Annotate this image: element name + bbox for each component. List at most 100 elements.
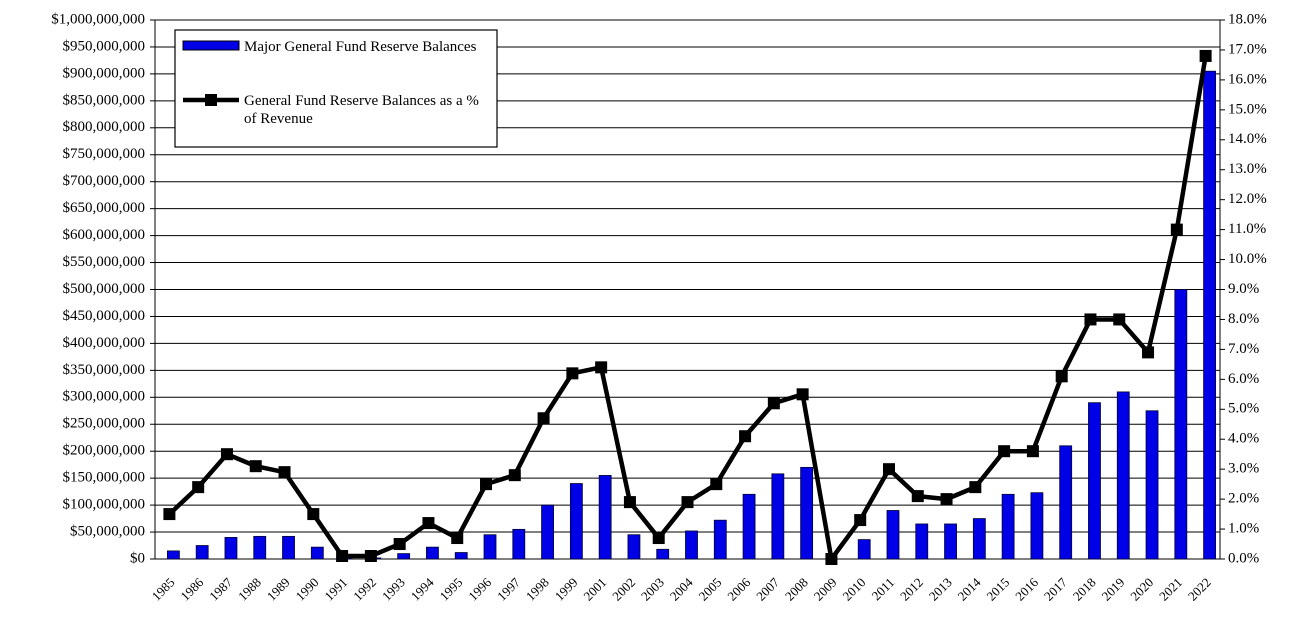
legend-swatch [182, 40, 240, 51]
x-tick-label: 2007 [753, 574, 782, 603]
y2-tick-label: 10.0% [1228, 251, 1267, 267]
y-tick-label: $750,000,000 [63, 146, 146, 162]
bar [800, 466, 814, 560]
legend-entry: Major General Fund Reserve Balances [244, 39, 476, 55]
x-tick-label: 1991 [321, 575, 350, 604]
x-tick-label: 1989 [264, 575, 293, 604]
y2-tick-label: 17.0% [1228, 41, 1267, 57]
x-tick-label: 2021 [1156, 575, 1185, 604]
y2-tick-label: 1.0% [1228, 520, 1259, 536]
bar [569, 483, 583, 560]
marker [710, 478, 723, 491]
marker [1026, 445, 1039, 458]
marker [1113, 313, 1126, 326]
bar [541, 504, 554, 560]
marker [681, 496, 694, 509]
y-tick-label: $600,000,000 [63, 227, 146, 243]
marker [480, 478, 493, 491]
legend-swatch [205, 94, 217, 106]
bar [483, 534, 497, 560]
y2-tick-label: 4.0% [1228, 431, 1259, 447]
y2-tick-label: 7.0% [1228, 341, 1259, 357]
y2-tick-label: 11.0% [1228, 221, 1266, 237]
x-tick-label: 2009 [811, 575, 840, 604]
bar [886, 510, 900, 560]
y-tick-label: $700,000,000 [63, 173, 146, 189]
bar [1116, 391, 1130, 560]
y-tick-label: $350,000,000 [63, 362, 146, 378]
y2-tick-label: 5.0% [1228, 401, 1259, 417]
legend-label: General Fund Reserve Balances as a % of … [244, 93, 479, 127]
y2-tick-label: 18.0% [1228, 11, 1267, 27]
y-tick-label: $100,000,000 [63, 497, 146, 513]
bar [915, 523, 929, 560]
marker [393, 538, 406, 551]
x-tick-label: 1985 [149, 575, 178, 604]
x-tick-label: 1997 [494, 574, 523, 603]
bar [656, 548, 670, 560]
marker [911, 490, 924, 503]
x-tick-label: 2010 [839, 575, 868, 604]
x-tick-label: 1998 [523, 575, 552, 604]
x-tick-label: 1994 [408, 574, 437, 603]
y-tick-label: $0 [130, 550, 145, 566]
bar [253, 535, 267, 560]
y2-tick-label: 0.0% [1228, 550, 1259, 566]
bar [1088, 402, 1101, 560]
marker [163, 508, 176, 521]
bar [944, 523, 957, 560]
y-tick-label: $900,000,000 [63, 65, 146, 81]
marker [192, 481, 205, 494]
marker [1199, 49, 1212, 62]
y-tick-label: $650,000,000 [63, 200, 146, 216]
x-tick-label: 2014 [955, 574, 984, 603]
marker [796, 388, 809, 401]
bar [1145, 410, 1159, 560]
legend: Major General Fund Reserve Balances Gener… [174, 29, 498, 148]
bar [742, 493, 756, 560]
x-tick-label: 2001 [580, 575, 609, 604]
x-tick-label: 1999 [552, 575, 581, 604]
x-tick-label: 1990 [293, 575, 322, 604]
bar [972, 518, 986, 560]
bar [1174, 289, 1188, 560]
x-tick-label: 2018 [1070, 575, 1099, 604]
x-tick-label: 1993 [379, 575, 408, 604]
marker [652, 532, 665, 545]
bar [685, 530, 698, 560]
marker [940, 493, 953, 506]
x-tick-label: 2011 [869, 575, 898, 604]
marker [1170, 223, 1183, 236]
marker [249, 460, 262, 473]
legend-entry: General Fund Reserve Balances as a % of … [244, 93, 479, 127]
marker [1142, 346, 1155, 359]
marker [1084, 313, 1097, 326]
marker [767, 397, 780, 410]
y-tick-label: $150,000,000 [63, 470, 146, 486]
marker [566, 367, 579, 380]
marker [854, 514, 867, 527]
bar [598, 475, 612, 560]
bar [310, 546, 324, 560]
bar [166, 550, 180, 560]
marker [623, 496, 636, 509]
x-tick-label: 1995 [436, 575, 465, 604]
y2-tick-label: 16.0% [1228, 71, 1267, 87]
bar [627, 534, 641, 560]
x-tick-label: 1986 [177, 574, 206, 603]
marker [882, 463, 895, 476]
y2-tick-label: 14.0% [1228, 131, 1267, 147]
bar [224, 537, 238, 560]
y2-tick-label: 12.0% [1228, 191, 1267, 207]
x-tick-label: 1996 [465, 574, 494, 603]
marker [220, 448, 233, 461]
x-tick-label: 1992 [350, 575, 379, 604]
marker [278, 466, 291, 479]
bar [195, 545, 209, 560]
bar [1203, 70, 1217, 560]
marker [364, 550, 377, 563]
bar [426, 546, 439, 560]
y-tick-label: $250,000,000 [63, 416, 146, 432]
x-tick-label: 2019 [1098, 575, 1127, 604]
marker [969, 481, 982, 494]
